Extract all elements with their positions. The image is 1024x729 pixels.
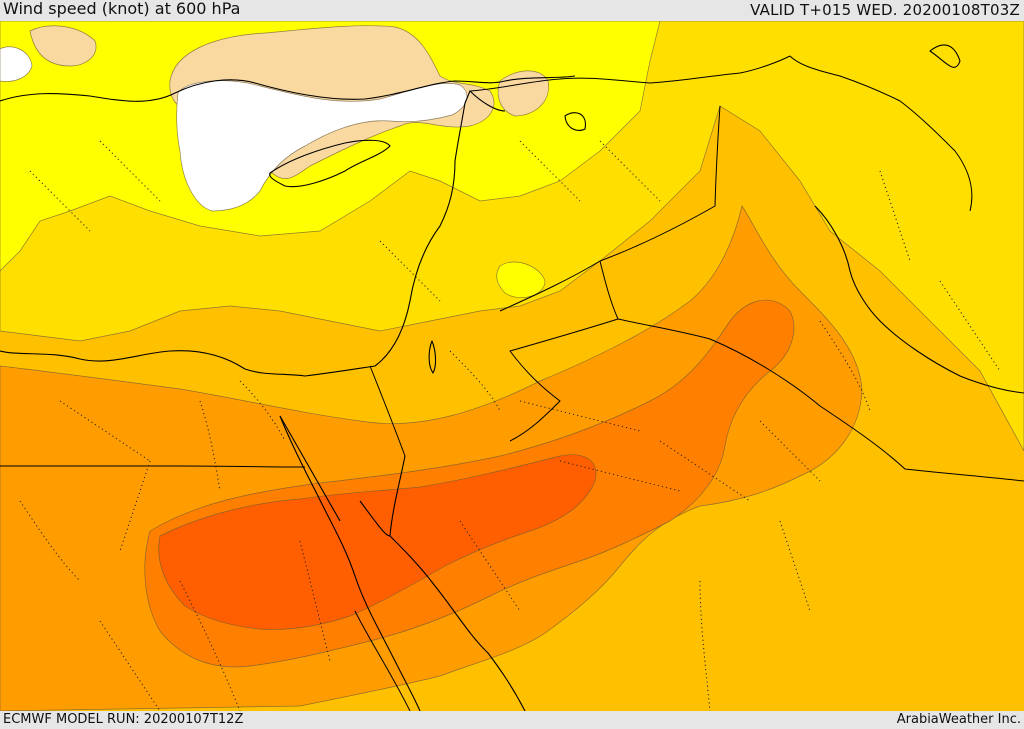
border-egypt-sudan: [0, 465, 306, 468]
model-run-label: ECMWF MODEL RUN: 20200107T12Z: [3, 712, 244, 727]
border-egypt-israel: [369, 365, 406, 457]
weather-map[interactable]: [0, 21, 1024, 711]
coastline-dead-sea: [428, 340, 437, 374]
border-jordan-saudi: [509, 260, 619, 442]
coastline-persian-gulf: [814, 205, 1024, 394]
footer-bar: ECMWF MODEL RUN: 20200107T12Z ArabiaWeat…: [0, 711, 1024, 729]
header-bar: Wind speed (knot) at 600 hPa VALID T+015…: [0, 0, 1024, 21]
valid-time-label: VALID T+015 WED. 20200108T03Z: [750, 1, 1020, 19]
border-syria-iraq: [499, 105, 721, 312]
shading-lowest-west: [0, 46, 33, 82]
border-turkey-syria: [469, 55, 791, 92]
coastline-turkey: [0, 75, 576, 102]
shading-lowest: [176, 80, 468, 212]
coastline-gulf-of-suez: [279, 415, 391, 537]
border-iraq-iran: [789, 55, 973, 212]
admin-boundaries: [19, 140, 1001, 711]
border-sudan-eritrea: [354, 610, 411, 711]
coastline-cyprus: [269, 139, 391, 188]
coastline-mediterranean: [0, 90, 506, 377]
credit-label: ArabiaWeather Inc.: [896, 712, 1021, 727]
coastline-caspian-lakes: [564, 44, 961, 132]
shading-very-low-west: [29, 25, 97, 67]
coastline-red-sea-east: [389, 455, 526, 711]
wind-speed-field: [0, 21, 1024, 711]
coastline-red-sea-west: [279, 415, 421, 711]
map-title: Wind speed (knot) at 600 hPa: [3, 0, 241, 18]
border-saudi-iraq: [617, 318, 1024, 482]
shading-highest: [158, 454, 597, 630]
